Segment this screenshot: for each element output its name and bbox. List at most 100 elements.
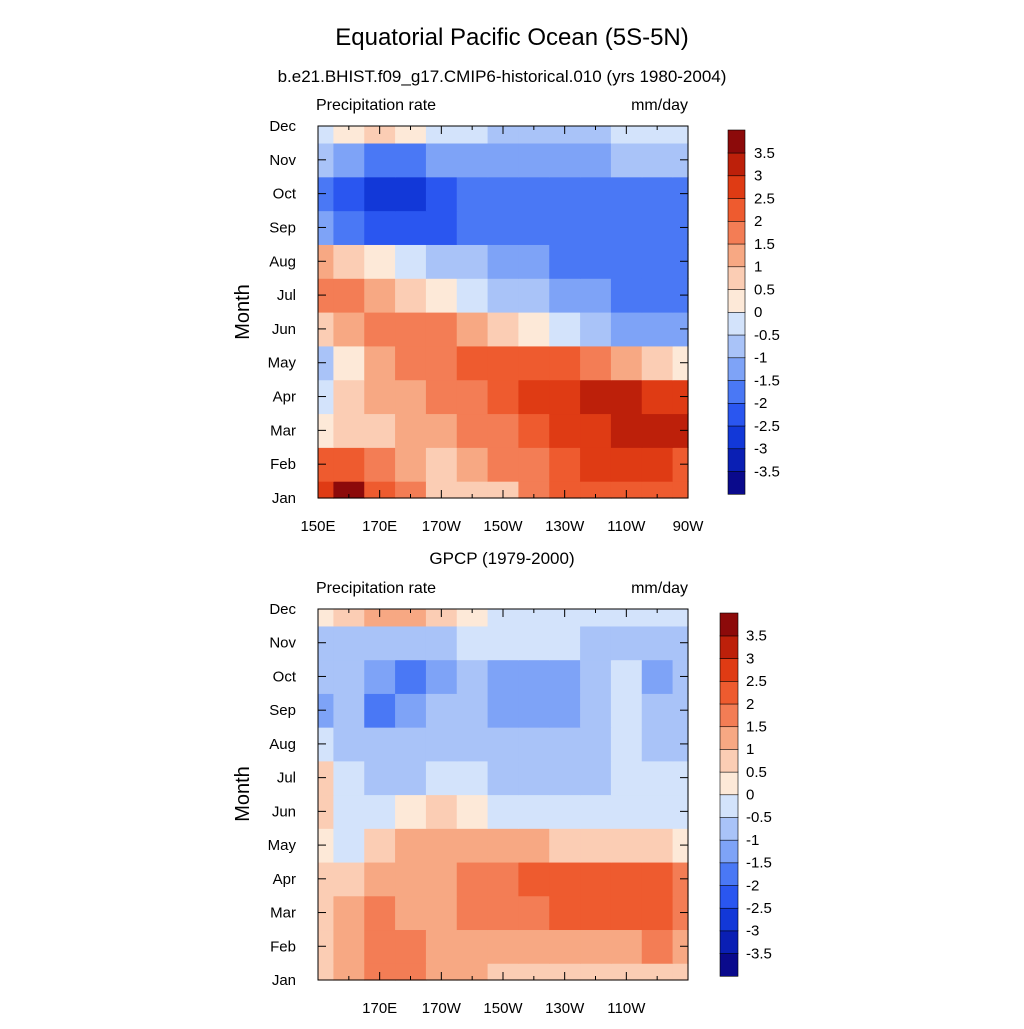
y-tick-label: Jan	[272, 490, 296, 507]
colorbar-swatch	[719, 862, 739, 886]
heat-cell	[318, 895, 335, 931]
heat-cell	[610, 625, 643, 661]
x-tick-label: 170E	[362, 518, 397, 535]
x-tick-label: 170W	[422, 1000, 462, 1017]
colorbar-label: 1.5	[746, 718, 767, 735]
heat-cell	[456, 895, 489, 931]
colorbar-label: 1	[754, 259, 762, 276]
colorbar-swatch	[719, 658, 739, 682]
colorbar-swatch	[727, 470, 746, 495]
heat-cell	[641, 447, 674, 482]
heat-cell	[395, 345, 427, 381]
heat-cell	[364, 727, 396, 762]
heat-cell	[395, 895, 427, 931]
heat-cell	[318, 345, 335, 381]
heat-cell	[641, 176, 674, 212]
heat-cell	[641, 625, 674, 661]
heat-cell	[641, 312, 674, 347]
heat-cell	[610, 963, 643, 981]
heat-cell	[333, 659, 365, 694]
heat-cell	[518, 176, 550, 212]
heat-cell	[364, 481, 396, 499]
colorbar-swatch	[719, 726, 739, 750]
heat-cell	[318, 176, 335, 212]
colorbar-swatch	[727, 266, 746, 290]
y-tick-label: Aug	[269, 253, 296, 270]
heat-cell	[395, 210, 427, 245]
figure-title: Equatorial Pacific Ocean (5S-5N)	[335, 24, 688, 51]
heat-cell	[518, 693, 550, 728]
y-tick-label: May	[268, 837, 297, 854]
colorbar-label: -3.5	[746, 945, 772, 962]
y-tick-label: Dec	[269, 118, 296, 135]
heat-cell	[364, 963, 396, 981]
x-tick-label: 130W	[545, 518, 585, 535]
heat-cell	[333, 693, 365, 728]
heat-cell	[364, 794, 396, 829]
colorbar-swatch	[727, 334, 746, 359]
heat-cell	[364, 244, 396, 279]
heat-cell	[549, 176, 581, 212]
heat-cell	[456, 963, 489, 981]
heat-cell	[641, 210, 674, 245]
heat-cell	[318, 625, 335, 661]
heat-cell	[333, 312, 365, 347]
heat-cell	[333, 828, 365, 863]
heat-cell	[549, 861, 581, 897]
colorbar-label: -0.5	[754, 327, 780, 344]
panel-1-right-label: mm/day	[631, 97, 688, 114]
colorbar-swatch	[727, 402, 746, 427]
colorbar-label: 0	[754, 304, 762, 321]
heat-cell	[518, 659, 550, 694]
heat-cell	[364, 278, 396, 313]
heat-cell	[456, 794, 489, 829]
heat-cell	[641, 861, 674, 897]
heat-cell	[456, 625, 489, 661]
heat-cell	[580, 794, 612, 829]
heat-cell	[487, 447, 520, 482]
heat-cell	[641, 413, 674, 448]
heat-cell	[549, 727, 581, 762]
heat-cell	[318, 693, 335, 728]
heat-cell	[518, 625, 550, 661]
heat-cell	[425, 447, 458, 482]
heat-cell	[580, 609, 612, 627]
x-tick-label: 90W	[673, 518, 705, 535]
heat-cell	[610, 794, 643, 829]
heat-cell	[549, 929, 581, 964]
heat-cell	[364, 176, 396, 212]
colorbar-swatch	[727, 379, 746, 404]
heat-cell	[364, 929, 396, 964]
colorbar-label: 3	[746, 650, 754, 667]
heat-cell	[425, 659, 458, 694]
colorbar-swatch	[719, 703, 739, 728]
colorbar-label: 2.5	[754, 190, 775, 207]
panel-1-ylabel: Month	[232, 284, 254, 340]
heat-cell	[580, 481, 612, 499]
heat-cell	[641, 481, 674, 499]
panel-1-plot: Jan Feb Mar Apr May Jun Jul Aug Sep Oct Nov Dec 150E…	[268, 118, 705, 535]
colorbar-swatch	[719, 635, 739, 659]
colorbar-swatch	[727, 220, 746, 245]
heat-cell	[641, 693, 674, 728]
y-tick-label: Sep	[269, 219, 296, 236]
colorbar-label: 2	[746, 696, 754, 713]
heat-cell	[487, 895, 520, 931]
heat-cell	[549, 447, 581, 482]
heat-cell	[641, 794, 674, 829]
colorbar-swatch	[719, 930, 739, 954]
colorbar-swatch	[719, 953, 739, 977]
heat-cell	[318, 929, 335, 964]
heat-cell	[333, 481, 365, 499]
heat-cell	[425, 895, 458, 931]
heat-cell	[364, 447, 396, 482]
heat-cell	[672, 609, 689, 627]
heat-cell	[487, 609, 520, 627]
heat-cell	[549, 895, 581, 931]
colorbar-swatch	[719, 771, 739, 796]
heat-cell	[364, 659, 396, 694]
y-tick-label: Jun	[272, 803, 296, 820]
panel-2-left-label: Precipitation rate	[316, 580, 436, 597]
heat-cell	[456, 413, 489, 448]
heat-cell	[610, 176, 643, 212]
